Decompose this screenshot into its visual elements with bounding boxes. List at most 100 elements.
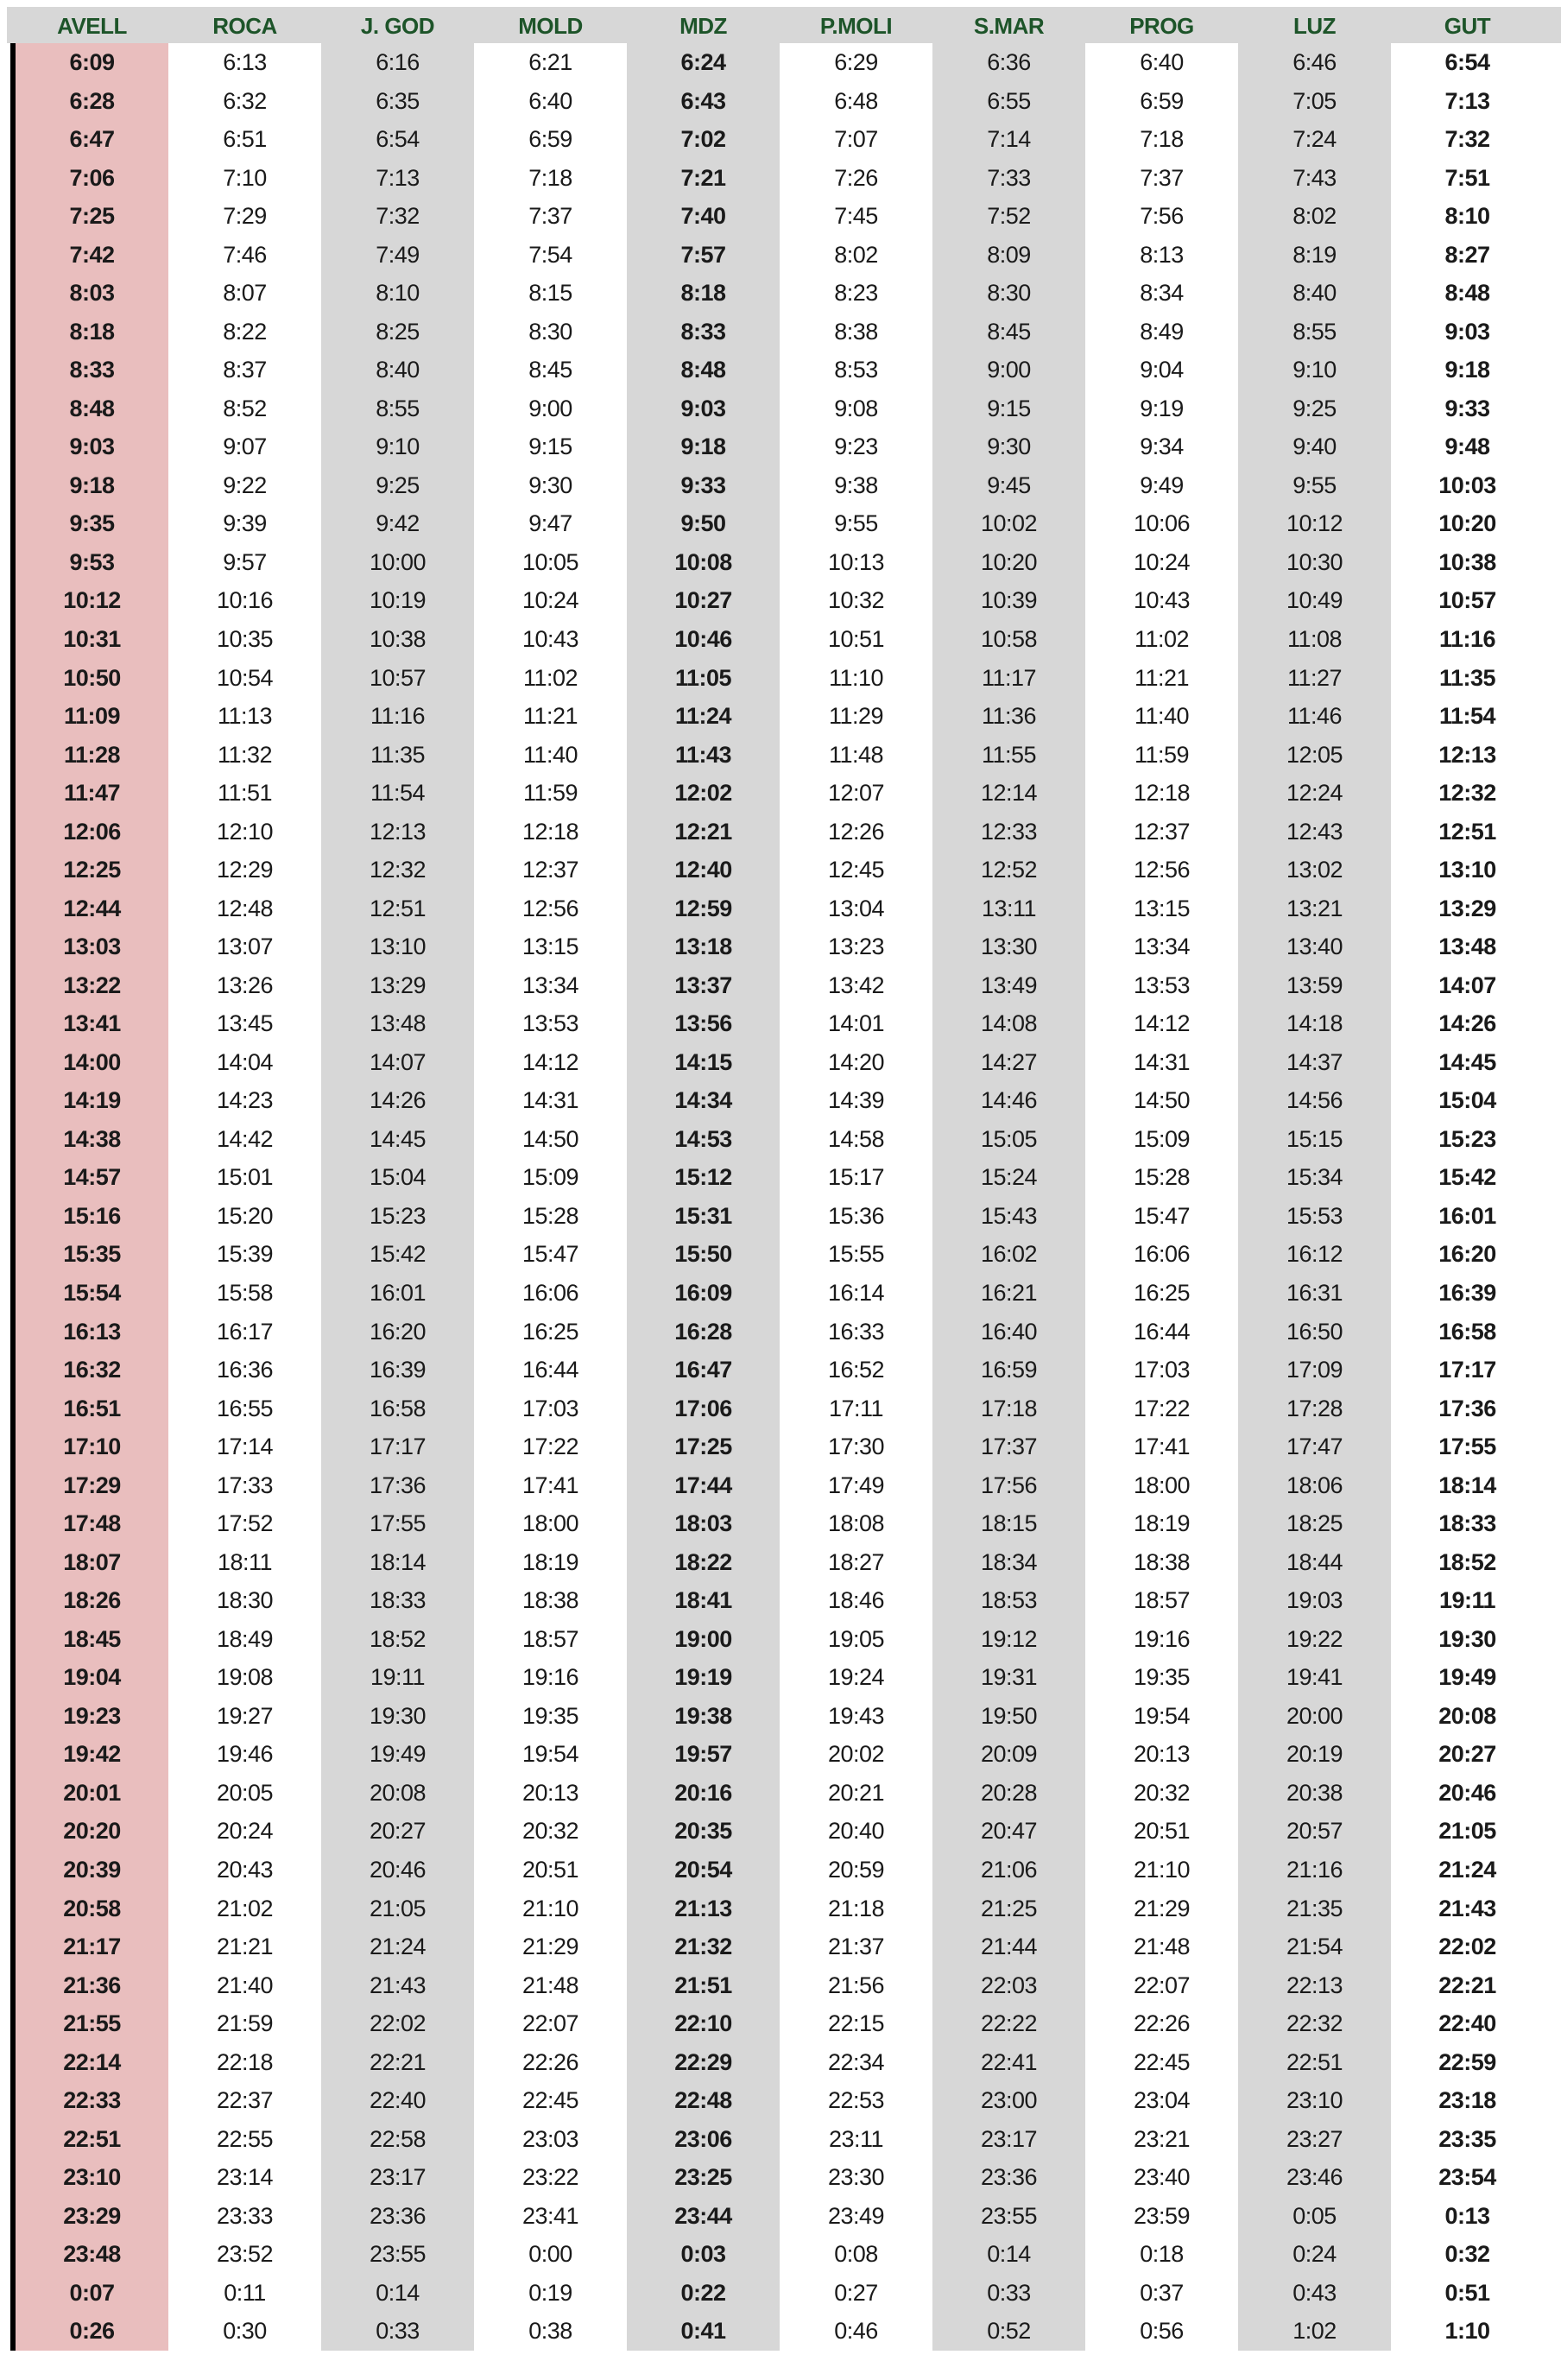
table-row: 7:42 7:46 7:49 7:54 7:57 8:02 8:09 8:13 8:19 8:27 xyxy=(16,235,1544,275)
time-cell: 9:10 xyxy=(321,427,474,466)
table-row: 22:14 22:18 22:21 22:26 22:29 22:34 22:41 22:45… xyxy=(16,2042,1544,2082)
time-cell: 20:51 xyxy=(1085,1812,1238,1851)
time-cell: 17:47 xyxy=(1238,1427,1391,1466)
table-row: 15:54 15:58 16:01 16:06 16:09 16:14 16:21 16:25… xyxy=(16,1274,1544,1313)
time-cell: 12:07 xyxy=(780,774,932,813)
time-cell: 10:32 xyxy=(780,581,932,620)
time-cell: 12:48 xyxy=(168,889,321,928)
time-cell: 19:35 xyxy=(1085,1658,1238,1697)
time-cell: 10:13 xyxy=(780,542,932,582)
time-cell: 9:19 xyxy=(1085,389,1238,428)
time-cell: 18:26 xyxy=(16,1581,168,1620)
time-cell: 23:18 xyxy=(1391,2081,1544,2120)
time-cell: 17:03 xyxy=(1085,1351,1238,1389)
time-cell: 8:15 xyxy=(474,274,627,313)
time-cell: 19:00 xyxy=(627,1619,780,1659)
time-cell: 21:29 xyxy=(1085,1889,1238,1928)
time-cell: 10:27 xyxy=(627,581,780,620)
table-row: 7:25 7:29 7:32 7:37 7:40 7:45 7:52 7:56 8:02 8:10 xyxy=(16,197,1544,236)
time-cell: 16:32 xyxy=(16,1351,168,1389)
time-cell: 9:40 xyxy=(1238,427,1391,466)
time-cell: 13:48 xyxy=(321,1004,474,1043)
time-cell: 21:56 xyxy=(780,1965,932,2005)
time-cell: 11:05 xyxy=(627,658,780,698)
time-cell: 7:29 xyxy=(168,197,321,236)
time-cell: 8:18 xyxy=(16,312,168,351)
time-cell: 11:46 xyxy=(1238,697,1391,736)
time-cell: 7:46 xyxy=(168,235,321,275)
time-cell: 13:34 xyxy=(474,965,627,1005)
time-cell: 15:20 xyxy=(168,1196,321,1236)
time-cell: 9:15 xyxy=(474,427,627,466)
time-cell: 11:21 xyxy=(474,697,627,736)
time-cell: 15:12 xyxy=(627,1158,780,1197)
time-cell: 21:10 xyxy=(474,1889,627,1928)
time-cell: 0:56 xyxy=(1085,2312,1238,2351)
time-cell: 22:40 xyxy=(321,2081,474,2120)
time-cell: 9:08 xyxy=(780,389,932,428)
time-cell: 8:22 xyxy=(168,312,321,351)
time-cell: 6:54 xyxy=(321,120,474,159)
time-cell: 9:48 xyxy=(1391,427,1544,466)
time-cell: 10:05 xyxy=(474,542,627,582)
time-cell: 0:26 xyxy=(16,2312,168,2351)
time-cell: 11:29 xyxy=(780,697,932,736)
time-cell: 13:18 xyxy=(627,927,780,966)
time-cell: 14:04 xyxy=(168,1042,321,1082)
time-cell: 23:59 xyxy=(1085,2196,1238,2236)
time-cell: 22:10 xyxy=(627,2004,780,2043)
time-cell: 21:43 xyxy=(1391,1889,1544,1928)
time-cell: 22:15 xyxy=(780,2004,932,2043)
time-cell: 13:10 xyxy=(321,927,474,966)
time-cell: 8:55 xyxy=(321,389,474,428)
time-cell: 17:03 xyxy=(474,1389,627,1428)
time-cell: 7:10 xyxy=(168,158,321,198)
time-cell: 20:38 xyxy=(1238,1773,1391,1813)
time-cell: 16:20 xyxy=(1391,1235,1544,1274)
time-cell: 13:41 xyxy=(16,1004,168,1043)
time-cell: 21:10 xyxy=(1085,1850,1238,1889)
time-cell: 8:10 xyxy=(1391,197,1544,236)
time-cell: 20:54 xyxy=(627,1850,780,1889)
time-cell: 21:48 xyxy=(474,1965,627,2005)
time-cell: 20:13 xyxy=(474,1773,627,1813)
time-cell: 0:19 xyxy=(474,2273,627,2313)
time-cell: 8:45 xyxy=(932,312,1085,351)
time-cell: 9:53 xyxy=(16,542,168,582)
time-cell: 12:37 xyxy=(474,851,627,889)
time-cell: 20:35 xyxy=(627,1812,780,1851)
time-cell: 23:41 xyxy=(474,2196,627,2236)
time-cell: 12:18 xyxy=(474,812,627,851)
time-cell: 19:38 xyxy=(627,1696,780,1736)
time-cell: 17:06 xyxy=(627,1389,780,1428)
time-cell: 15:24 xyxy=(932,1158,1085,1197)
time-cell: 6:54 xyxy=(1391,43,1544,82)
time-cell: 14:19 xyxy=(16,1081,168,1120)
table-row: 17:29 17:33 17:36 17:41 17:44 17:49 17:56 18:00… xyxy=(16,1465,1544,1505)
time-cell: 14:01 xyxy=(780,1004,932,1043)
time-cell: 14:56 xyxy=(1238,1081,1391,1120)
time-cell: 17:11 xyxy=(780,1389,932,1428)
time-cell: 15:16 xyxy=(16,1196,168,1236)
time-cell: 20:51 xyxy=(474,1850,627,1889)
time-cell: 7:18 xyxy=(1085,120,1238,159)
time-cell: 10:57 xyxy=(1391,581,1544,620)
time-cell: 21:02 xyxy=(168,1889,321,1928)
time-cell: 17:10 xyxy=(16,1427,168,1466)
time-cell: 23:22 xyxy=(474,2158,627,2197)
table-row: 15:16 15:20 15:23 15:28 15:31 15:36 15:43 15:47… xyxy=(16,1196,1544,1236)
time-cell: 18:06 xyxy=(1238,1465,1391,1505)
time-cell: 19:31 xyxy=(932,1658,1085,1697)
time-cell: 15:23 xyxy=(321,1196,474,1236)
time-cell: 20:59 xyxy=(780,1850,932,1889)
time-cell: 20:32 xyxy=(474,1812,627,1851)
time-cell: 17:41 xyxy=(1085,1427,1238,1466)
time-cell: 9:15 xyxy=(932,389,1085,428)
time-cell: 18:08 xyxy=(780,1504,932,1543)
time-cell: 21:51 xyxy=(627,1965,780,2005)
time-cell: 11:35 xyxy=(321,735,474,775)
time-cell: 15:04 xyxy=(321,1158,474,1197)
time-cell: 9:57 xyxy=(168,542,321,582)
time-cell: 19:43 xyxy=(780,1696,932,1736)
